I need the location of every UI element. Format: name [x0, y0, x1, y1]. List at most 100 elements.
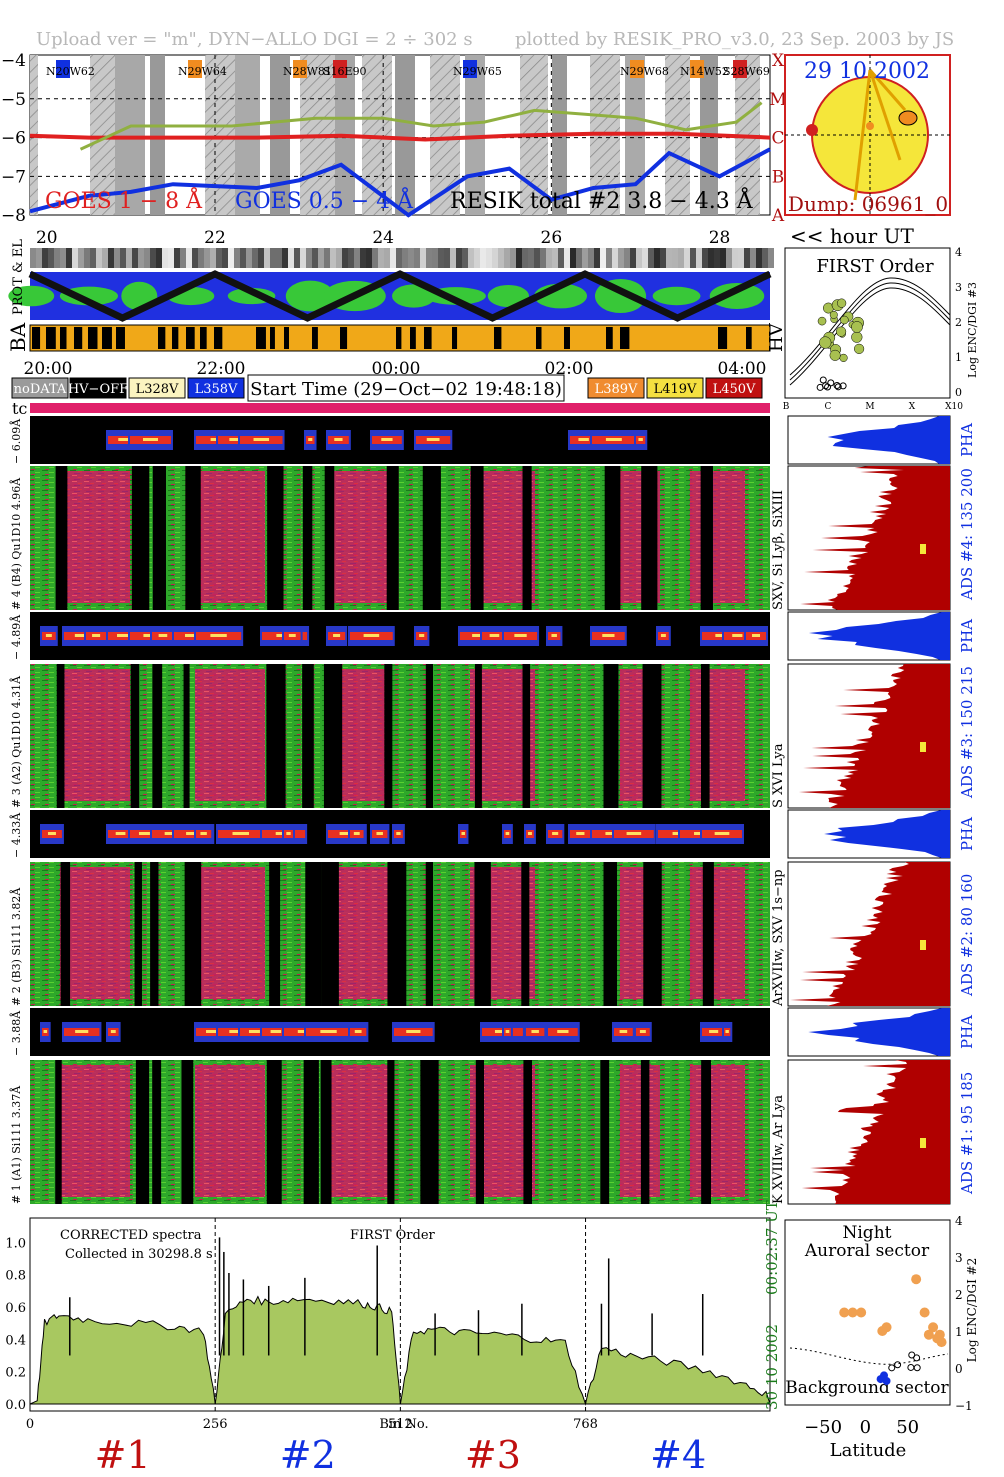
- pha-band-core: [732, 634, 743, 637]
- hour-tick: 26: [541, 228, 563, 248]
- ads-marker: [920, 742, 926, 752]
- pha-band-core: [531, 1030, 539, 1033]
- lightcurve-series-line: [29, 147, 771, 218]
- prot-el-cell: [462, 248, 468, 268]
- lightcurve-y-ticks: −4 −5 −6 −7 −8: [1, 51, 26, 226]
- orbit-panel: PROT & EL BA HV: [6, 239, 787, 352]
- spectrogram-gap: [643, 862, 662, 1006]
- first-order-point: [819, 376, 827, 384]
- pha-band-core: [576, 832, 585, 835]
- pha-band-core: [158, 634, 168, 637]
- latitude-point-auroral: [881, 1322, 892, 1333]
- ba-cell: [116, 327, 125, 349]
- prot-el-cell: [654, 248, 660, 268]
- region-marker: [333, 60, 347, 78]
- start-time-box: [247, 374, 565, 402]
- spectrogram-gap: [302, 466, 313, 610]
- first-order-xtick: X: [909, 402, 916, 412]
- spectrogram-red-region: [330, 867, 390, 999]
- spectrum-ytick: 0.2: [5, 1366, 26, 1381]
- prot-el-cell: [342, 248, 348, 268]
- prot-el-cell: [558, 248, 564, 268]
- pha-band-core: [142, 438, 158, 441]
- lightcurve-ytick: −5: [1, 90, 26, 110]
- first-order-ytick: 3: [955, 281, 962, 294]
- prot-el-cell: [180, 248, 186, 268]
- first-order-x-ticks: B C M X X10: [783, 402, 964, 412]
- prot-el-cell: [678, 248, 684, 268]
- first-order-point: [829, 310, 838, 319]
- night-stripe: [150, 55, 165, 215]
- ads-label: ADS #3: 150 215: [958, 666, 976, 799]
- first-order-xtick: B: [783, 402, 790, 412]
- sun-spot-east: [806, 124, 818, 136]
- prot-el-cell: [354, 248, 360, 268]
- spectrogram-red-region: [690, 471, 745, 603]
- first-order-point: [817, 316, 827, 326]
- first-order-y-ticks: 4 3 2 1 0: [955, 246, 962, 399]
- first-order-xtick: C: [825, 402, 832, 412]
- pha-tag: PHA: [958, 423, 976, 457]
- legend-goes-1-8: GOES 1 − 8 Å: [45, 186, 203, 214]
- spectrogram-gap: [302, 664, 314, 808]
- ba-cell: [746, 327, 752, 349]
- sun-disk-panel: 29 10 2002 Dump: 06961_0: [784, 54, 951, 216]
- prot-el-cell: [114, 248, 120, 268]
- night-stripe: [430, 55, 460, 215]
- pha-band-core: [714, 832, 730, 835]
- prot-el-cell: [306, 248, 312, 268]
- pha-band-core: [92, 634, 101, 637]
- pha-band-core: [74, 634, 88, 637]
- spectrum-y-ticks: 1.0 0.8 0.6 0.4 0.2 0.0: [5, 1236, 26, 1413]
- spectrogram-gap: [56, 664, 65, 808]
- ba-cell: [606, 327, 613, 349]
- spectrogram-gap: [521, 862, 530, 1006]
- prot-el-cell: [444, 248, 450, 268]
- pha-band-core: [396, 832, 401, 835]
- pha-band-core: [605, 438, 622, 441]
- channel-label: # 1 (A1) Si111 3.37Å: [9, 1085, 23, 1204]
- pha-band-core: [229, 1030, 243, 1033]
- spectrogram-gap: [305, 862, 322, 1006]
- spectrogram-gap: [387, 862, 407, 1006]
- prot-el-cell: [498, 248, 504, 268]
- spectrogram-red-region: [330, 471, 390, 603]
- first-order-point: [851, 321, 863, 333]
- prot-el-cell: [492, 248, 498, 268]
- spectrogram-gap: [131, 466, 150, 610]
- prot-el-cell: [288, 248, 294, 268]
- latitude-ytick: 4: [955, 1214, 963, 1228]
- pha-band-core: [47, 832, 56, 835]
- spectrum-date: 30 10 2002: [763, 1324, 781, 1410]
- spectrogram-gap: [181, 1060, 194, 1204]
- legend-l450: L450V: [713, 382, 756, 397]
- latitude-xtick: −50: [804, 1417, 842, 1438]
- region-marker: [293, 60, 307, 78]
- latitude-point-open: [913, 1354, 921, 1362]
- first-order-xtick: X10: [945, 402, 963, 412]
- prot-el-cell: [408, 248, 414, 268]
- prot-el-cell: [414, 248, 420, 268]
- prot-el-cell: [324, 248, 330, 268]
- spectrogram-gap: [269, 862, 281, 1006]
- pha-band-core: [505, 832, 510, 835]
- legend-l358: L358V: [195, 382, 238, 397]
- spectrogram-gap: [701, 664, 710, 808]
- latitude-ytick: 3: [955, 1251, 963, 1265]
- prot-el-cell: [768, 248, 774, 268]
- side-pha-profile: [788, 1008, 950, 1056]
- pha-tag: PHA: [958, 817, 976, 851]
- lightcurve-series-line: [29, 131, 771, 142]
- ba-cell: [32, 327, 41, 349]
- spectrogram-gap: [266, 664, 286, 808]
- prot-el-cell: [132, 248, 138, 268]
- legend-resik-total: RESIK total #2 3.8 − 4.3 Å: [450, 186, 754, 214]
- side-ads-profile: [800, 466, 950, 610]
- prot-el-cell: [702, 248, 708, 268]
- ba-label: BA: [6, 322, 30, 352]
- latitude-xlabel: Latitude: [830, 1440, 907, 1461]
- side-ads-profile: [790, 862, 950, 1006]
- spectrogram-red-region: [60, 669, 130, 801]
- spectrogram-red-region: [330, 1065, 390, 1197]
- spectrogram-red-region: [195, 669, 265, 801]
